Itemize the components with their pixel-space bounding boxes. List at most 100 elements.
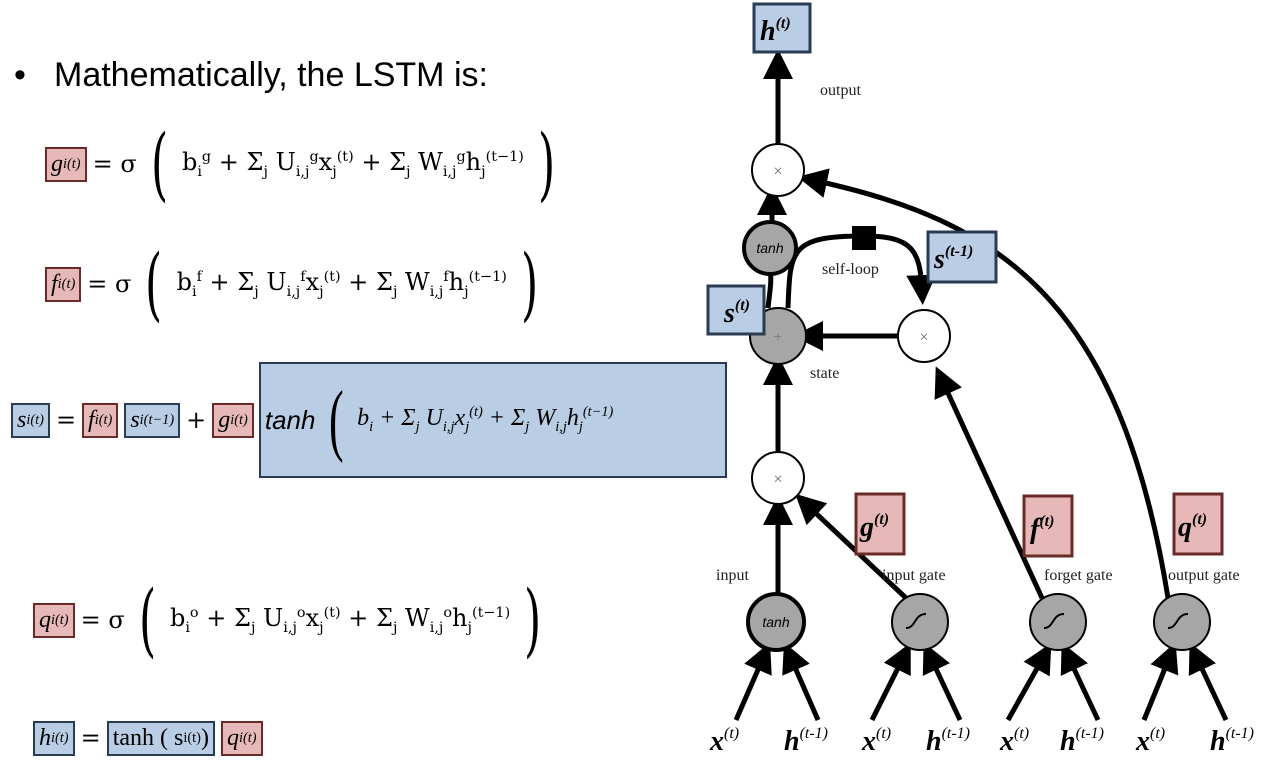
h-tanh-box: tanh ( s i (t) ) xyxy=(106,720,215,756)
bullet-dot: • xyxy=(14,56,26,94)
mult-symbol-2: × xyxy=(919,329,928,346)
input-h-3: h(t-1) xyxy=(1060,725,1104,757)
s-equals: = xyxy=(55,406,77,434)
g-box xyxy=(854,492,906,556)
label-input: input xyxy=(716,567,749,584)
bullet-text: Mathematically, the LSTM is: xyxy=(54,56,488,94)
h-q-box: q i (t) xyxy=(220,720,263,756)
input-gate-node xyxy=(891,593,949,651)
g-label: g(t) xyxy=(859,511,889,543)
s-body: bi + Σj Ui,jxj(t) + Σj Wi,jhj(t−1) xyxy=(357,404,614,435)
label-self-loop: self-loop xyxy=(822,261,879,278)
bullet-line: • Mathematically, the LSTM is: xyxy=(14,56,488,95)
equation-output-gate: q i (t) = σ ( bio + Σj Ui,joxj(t) + Σj Wi,… xyxy=(30,574,552,666)
q-rhs: = σ xyxy=(80,606,125,634)
q-body: bio + Σj Ui,joxj(t) + Σj Wi,johj(t−1) xyxy=(169,604,511,636)
arrow-h3 xyxy=(1060,642,1101,722)
arrow-h2 xyxy=(922,642,963,722)
f-lhs-var: f xyxy=(51,270,58,297)
label-output: output xyxy=(820,82,861,99)
q-rparen: ) xyxy=(524,573,542,666)
input-x-4: x(t) xyxy=(1135,725,1165,757)
s-t-label: s(t) xyxy=(723,297,750,329)
label-output-gate: output gate xyxy=(1168,567,1240,584)
tanh-bottom-label: tanh xyxy=(762,614,789,630)
s-t-box xyxy=(706,284,766,336)
q-lhs-var: q xyxy=(39,606,51,633)
q-label: q(t) xyxy=(1178,511,1207,543)
g-body: big + Σj Ui,jgxj(t) + Σj Wi,jghj(t−1) xyxy=(181,148,524,180)
mult-symbol-1: × xyxy=(773,163,782,180)
label-state: state xyxy=(810,365,839,382)
output-mult-node xyxy=(751,143,805,197)
q-lhs-box: q i (t) xyxy=(33,602,75,638)
g-lhs-var: g xyxy=(51,150,63,177)
sigmoid-icon xyxy=(1043,613,1065,629)
g-lparen: ( xyxy=(150,117,168,210)
arrow-x4 xyxy=(1141,642,1179,721)
arrow-h4 xyxy=(1188,642,1229,722)
sigmoid-icon xyxy=(1167,613,1189,629)
equation-hidden: h i (t) = tanh ( s i (t) ) q i (t) xyxy=(30,706,266,770)
tanh-bottom-node xyxy=(746,592,806,652)
s-lhs-box: s i (t) xyxy=(11,402,50,438)
s-plus: + xyxy=(186,406,207,434)
forget-mult-node xyxy=(897,309,951,363)
s-tanh-label: tanh xyxy=(264,404,316,435)
input-x-1: x(t) xyxy=(709,725,739,757)
equation-input-gate: g i (t) = σ ( big + Σj Ui,jgxj(t) + Σj Wi,… xyxy=(42,118,566,210)
h-top-box xyxy=(752,2,812,54)
h-q-var: q xyxy=(226,724,239,751)
input-mult-node xyxy=(751,451,805,505)
input-h-4: h(t-1) xyxy=(1210,725,1254,757)
s-lhs-var: s xyxy=(17,406,27,433)
tanh-top-node xyxy=(742,220,798,276)
h-lhs-var: h xyxy=(39,724,51,751)
f-body: bif + Σj Ui,jfxj(t) + Σj Wi,jfhj(t−1) xyxy=(176,268,507,300)
diagram-arrows xyxy=(733,49,1229,722)
f-box xyxy=(1022,494,1074,558)
f-rhs: = σ xyxy=(87,270,132,298)
label-input-gate: input gate xyxy=(882,567,946,584)
f-rparen: ) xyxy=(520,237,539,330)
tanh-top-label: tanh xyxy=(756,240,783,256)
arrow-x2 xyxy=(869,642,911,722)
output-gate-node xyxy=(1153,593,1211,651)
h-equals: = xyxy=(80,724,101,752)
arrow-outgate-curve xyxy=(797,168,1171,599)
plus-symbol: + xyxy=(773,329,782,346)
mult-symbol-3: × xyxy=(773,471,782,488)
sigmoid-icon xyxy=(905,613,927,629)
arrow-state-tanh xyxy=(765,271,774,309)
equation-state: s i (t) = f i (t) s i (t−1) + g i (t) tanh ( bi … xyxy=(8,362,729,478)
g-rhs: = σ xyxy=(92,150,137,178)
s-sprev-var: s xyxy=(130,406,140,433)
s-tanh-box: tanh ( bi + Σj Ui,jxj(t) + Σj Wi,jhj(t−1… xyxy=(258,362,727,478)
arrow-h1 xyxy=(782,642,821,722)
g-lhs-box: g i (t) xyxy=(45,146,87,182)
label-forget-gate: forget gate xyxy=(1044,567,1113,584)
s-prev-box xyxy=(926,230,998,284)
s-lparen: ( xyxy=(329,376,345,464)
arrow-x1 xyxy=(733,642,772,722)
f-lhs-box: f i (t) xyxy=(45,266,82,302)
s-prev-label: s(t-1) xyxy=(933,243,973,275)
s-sprev-box: s i (t−1) xyxy=(124,402,181,438)
s-g-box: g i (t) xyxy=(212,402,254,438)
g-rparen: ) xyxy=(537,117,556,210)
s-f-box: f i (t) xyxy=(82,402,119,438)
arrow-x3 xyxy=(1005,642,1052,722)
equation-forget-gate: f i (t) = σ ( bif + Σj Ui,jfxj(t) + Σj Wi,… xyxy=(42,238,549,330)
f-label: f(t) xyxy=(1030,513,1054,545)
input-x-2: x(t) xyxy=(861,725,891,757)
forget-gate-node xyxy=(1029,593,1087,651)
input-h-1: h(t-1) xyxy=(784,725,828,757)
input-x-3: x(t) xyxy=(999,725,1029,757)
arrow-forgetgate xyxy=(934,366,1045,600)
h-top-label: h(t) xyxy=(760,15,791,47)
s-g-var: g xyxy=(218,406,231,433)
input-h-2: h(t-1) xyxy=(926,725,970,757)
q-lparen: ( xyxy=(138,573,156,666)
q-box xyxy=(1172,492,1224,556)
f-lparen: ( xyxy=(145,237,163,330)
